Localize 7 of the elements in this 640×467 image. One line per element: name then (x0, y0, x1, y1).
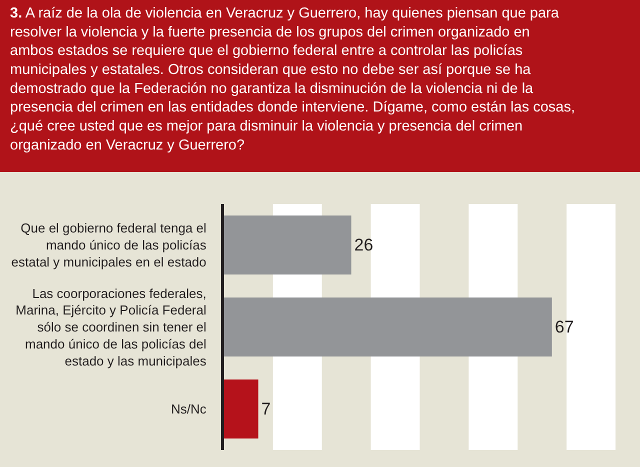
data-label: 7 (261, 400, 271, 418)
y-tick-label: Ns/Nc (171, 402, 207, 417)
chart-title: 3. A raíz de la ola de violencia en Veracruz y Guerrero, hay quienes piensan que para resolver la violencia y la fuerte presencia de los grupos del crimen organizado en ambos estados se requiere que el gobierno federal entre a controlar las policías municipales y estatales. Otros consideran que esto no debe ser así porque se ha demostrado que la Federación no garantiza la disminución de la violencia ni de la presencia del crimen en las entidades donde interviene. Dígame, como están las cosas, ¿qué cree usted que es mejor para disminuir la violencia y presencia del crimen organizado en Veracruz y Guerrero? (10, 5, 576, 154)
data-label: 67 (554, 318, 574, 336)
data-label: 26 (354, 236, 374, 254)
y-tick-label: Las coorporaciones federales, Marina, Ejército y Policía Federal sólo se coordinen sin tener el mando único de las policías del estado y las municipales (16, 286, 207, 368)
y-tick-label: Que el gobierno federal tenga el mando único de las policías estatal y municipales en el estado (11, 220, 207, 270)
